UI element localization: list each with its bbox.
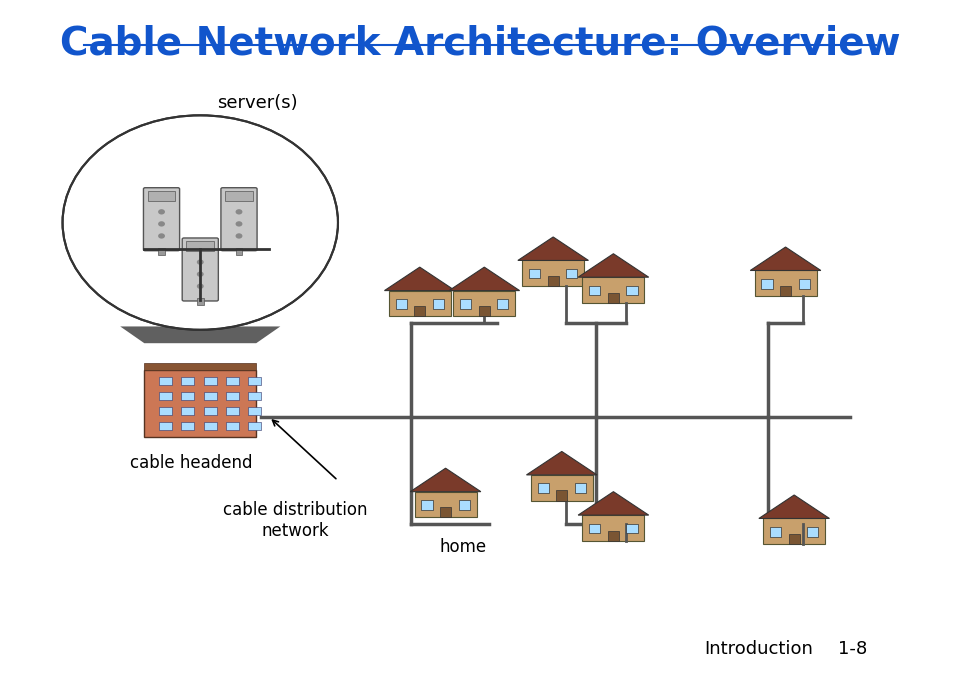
Bar xyxy=(186,242,214,252)
Bar xyxy=(497,299,509,309)
Bar xyxy=(181,406,194,415)
Bar xyxy=(531,475,592,501)
Bar xyxy=(575,483,586,493)
Text: 1-8: 1-8 xyxy=(838,640,867,658)
Bar xyxy=(608,293,619,303)
Bar xyxy=(780,286,791,296)
Bar xyxy=(761,279,773,289)
Bar xyxy=(144,363,256,370)
Bar xyxy=(799,279,809,289)
Bar xyxy=(626,524,637,533)
Bar xyxy=(249,377,261,385)
Bar xyxy=(589,524,600,533)
Bar xyxy=(181,421,194,429)
Bar xyxy=(755,271,817,296)
Polygon shape xyxy=(120,326,280,343)
Text: cable headend: cable headend xyxy=(131,454,252,472)
Polygon shape xyxy=(751,247,821,271)
Bar xyxy=(583,515,644,541)
Bar xyxy=(538,483,549,493)
Bar xyxy=(226,392,239,400)
Circle shape xyxy=(235,209,243,215)
Bar xyxy=(226,421,239,429)
Circle shape xyxy=(158,234,165,239)
Bar xyxy=(158,421,172,429)
Bar xyxy=(249,406,261,415)
Circle shape xyxy=(197,283,204,289)
Bar xyxy=(226,406,239,415)
Bar xyxy=(763,518,826,544)
FancyBboxPatch shape xyxy=(182,238,218,301)
Bar xyxy=(197,298,204,305)
Circle shape xyxy=(158,221,165,227)
Polygon shape xyxy=(758,495,829,518)
Bar xyxy=(589,286,600,295)
Bar xyxy=(626,286,637,295)
Bar xyxy=(158,392,172,400)
Polygon shape xyxy=(578,254,649,277)
Circle shape xyxy=(235,234,243,239)
Text: server(s): server(s) xyxy=(218,94,299,112)
Bar xyxy=(204,421,217,429)
Bar xyxy=(415,492,476,518)
Bar xyxy=(788,534,800,544)
Bar xyxy=(440,507,451,518)
Bar xyxy=(608,530,619,541)
Circle shape xyxy=(235,221,243,227)
Bar xyxy=(396,299,407,309)
Text: home: home xyxy=(440,538,487,556)
Bar xyxy=(204,406,217,415)
Bar xyxy=(148,191,176,201)
Bar xyxy=(479,306,490,316)
Polygon shape xyxy=(449,267,519,291)
Text: Introduction: Introduction xyxy=(704,640,813,658)
Bar xyxy=(204,377,217,385)
Circle shape xyxy=(158,209,165,215)
Circle shape xyxy=(197,271,204,277)
Bar xyxy=(453,291,516,316)
Bar xyxy=(249,392,261,400)
Bar xyxy=(807,527,818,536)
Polygon shape xyxy=(410,468,481,492)
Bar xyxy=(529,269,540,279)
Bar xyxy=(204,392,217,400)
Polygon shape xyxy=(517,237,588,260)
Bar xyxy=(414,306,425,316)
Bar xyxy=(158,406,172,415)
Bar xyxy=(547,276,559,286)
Bar xyxy=(158,377,172,385)
Polygon shape xyxy=(384,267,455,291)
Bar xyxy=(181,392,194,400)
Bar xyxy=(556,491,567,501)
Circle shape xyxy=(62,115,338,330)
Bar xyxy=(583,277,644,303)
Bar xyxy=(566,269,577,279)
Bar xyxy=(421,500,433,509)
Bar xyxy=(158,248,165,255)
Bar xyxy=(770,527,781,536)
Polygon shape xyxy=(526,452,597,475)
Bar xyxy=(249,421,261,429)
Bar xyxy=(226,191,252,201)
Bar xyxy=(144,370,256,437)
Bar xyxy=(433,299,444,309)
Text: Cable Network Architecture: Overview: Cable Network Architecture: Overview xyxy=(60,25,900,63)
Bar xyxy=(389,291,451,316)
Text: cable distribution
network: cable distribution network xyxy=(223,501,367,540)
Bar xyxy=(459,500,469,509)
Circle shape xyxy=(197,259,204,264)
Bar xyxy=(235,248,243,255)
FancyBboxPatch shape xyxy=(143,188,180,251)
Bar xyxy=(460,299,471,309)
Bar xyxy=(522,260,584,286)
Bar xyxy=(181,377,194,385)
Bar xyxy=(226,377,239,385)
FancyBboxPatch shape xyxy=(221,188,257,251)
Polygon shape xyxy=(578,492,649,515)
